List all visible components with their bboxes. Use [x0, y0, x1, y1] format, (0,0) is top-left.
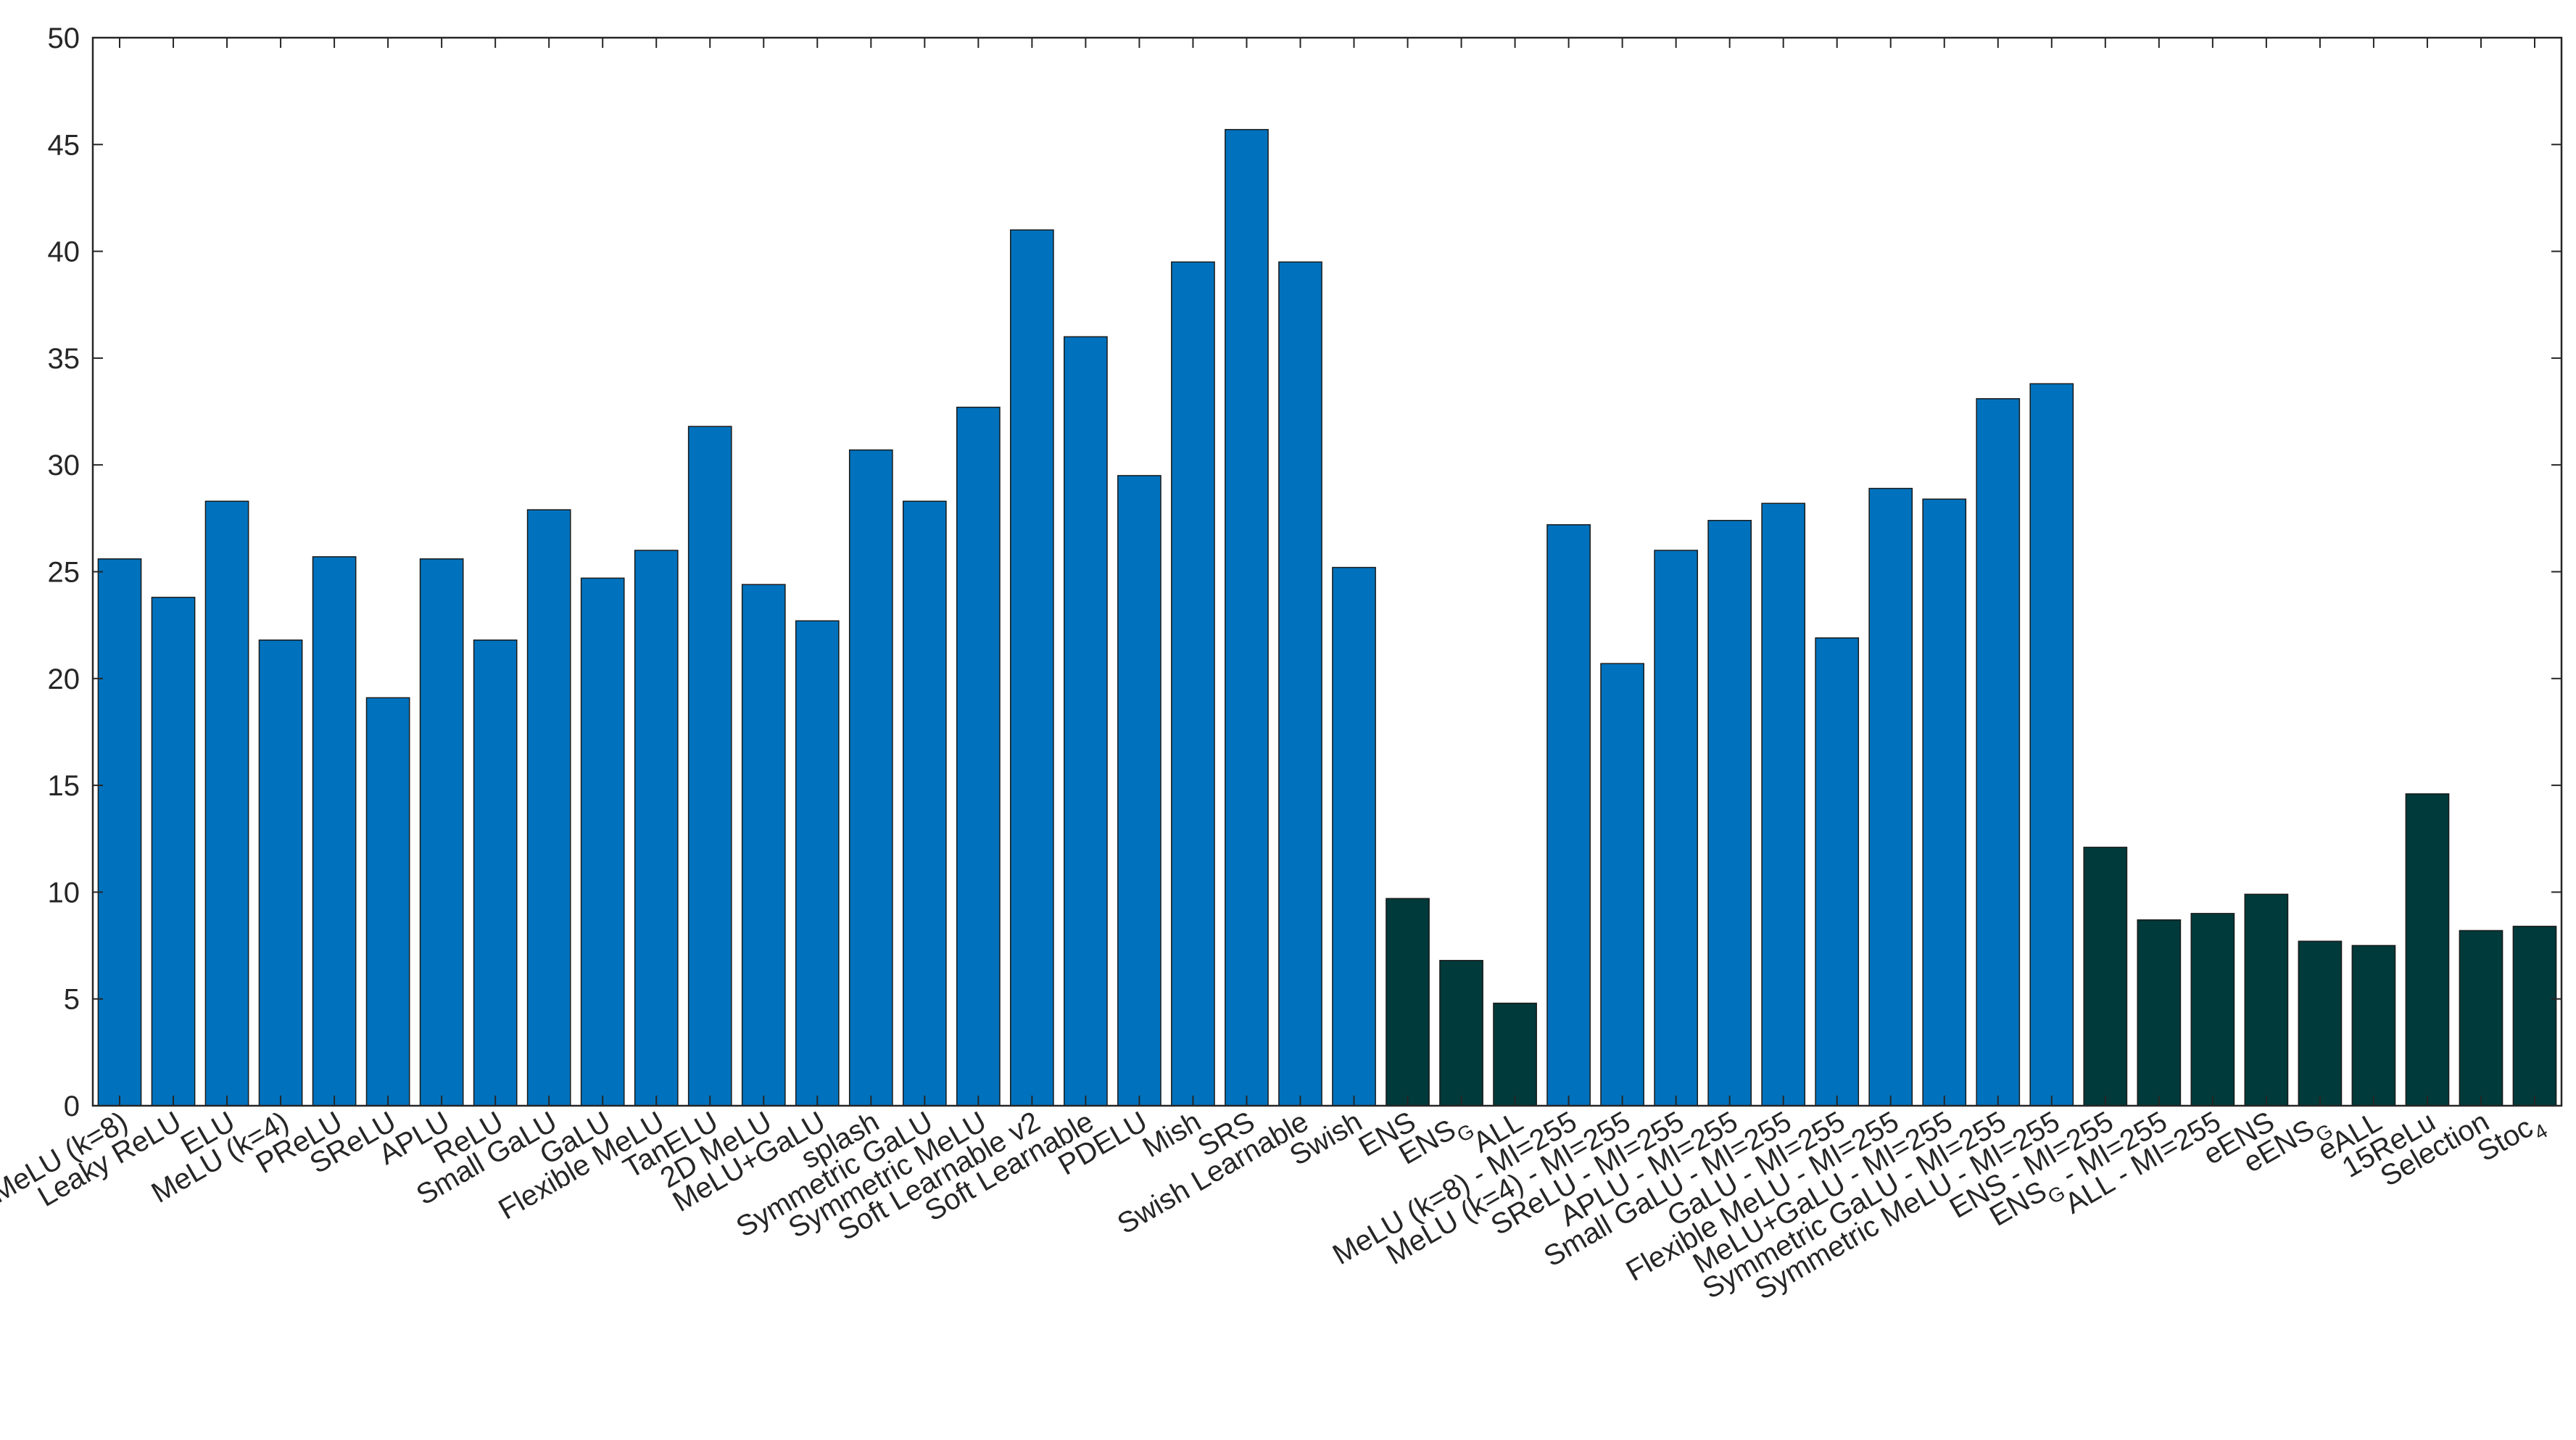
bar [634, 550, 679, 1106]
bar [2137, 919, 2182, 1106]
bar [2351, 945, 2396, 1106]
bar [312, 556, 357, 1106]
bar [1117, 475, 1161, 1106]
bar [1868, 487, 1913, 1106]
bar [580, 577, 625, 1106]
bar [1064, 336, 1108, 1106]
bar [1332, 566, 1376, 1106]
y-tick-label: 30 [48, 450, 80, 481]
axes-frame [91, 36, 2563, 1107]
bar [1278, 261, 1322, 1106]
bar [1493, 1002, 1537, 1106]
bar [2190, 913, 2235, 1106]
bar [2459, 930, 2503, 1106]
bar [1707, 520, 1752, 1106]
bar [526, 509, 571, 1106]
bar [419, 558, 464, 1106]
bar [1010, 229, 1054, 1106]
bar [902, 500, 947, 1106]
bar [1654, 550, 1699, 1106]
bar [1546, 524, 1591, 1106]
y-axis: 0 5 10 15 20 25 30 35 40 45 50 [48, 22, 2561, 1122]
bar [2244, 893, 2289, 1106]
bar [956, 406, 1001, 1106]
y-tick-label: 0 [64, 1091, 80, 1122]
bar [848, 449, 893, 1106]
bar [1439, 959, 1483, 1106]
bar [741, 584, 786, 1106]
y-tick-label: 25 [48, 557, 80, 589]
bar [2512, 925, 2557, 1106]
y-tick-label: 45 [48, 129, 80, 161]
bar [687, 426, 732, 1106]
bar [204, 500, 249, 1106]
bar [1976, 398, 2021, 1106]
bar [2405, 793, 2450, 1106]
bar [795, 620, 840, 1106]
bar [1171, 261, 1215, 1106]
bar [2083, 846, 2128, 1106]
y-tick-label: 50 [48, 22, 80, 54]
bar [1922, 498, 1967, 1106]
bar [97, 558, 142, 1106]
bar [473, 640, 518, 1106]
bar [1761, 502, 1806, 1106]
y-tick-label: 20 [48, 663, 80, 695]
y-tick-label: 5 [64, 984, 80, 1016]
y-tick-label: 15 [48, 770, 80, 802]
y-tick-label: 10 [48, 877, 80, 909]
y-tick-label: 35 [48, 343, 80, 375]
bar [258, 640, 303, 1106]
bar [2029, 383, 2074, 1106]
bar [1600, 663, 1644, 1106]
bars-group [97, 128, 2557, 1106]
bar [1815, 637, 1860, 1106]
bar [151, 597, 196, 1106]
bar [1386, 898, 1430, 1106]
bar [365, 697, 410, 1106]
bar [2298, 940, 2343, 1106]
bar [1225, 128, 1269, 1106]
y-tick-label: 40 [48, 236, 80, 268]
